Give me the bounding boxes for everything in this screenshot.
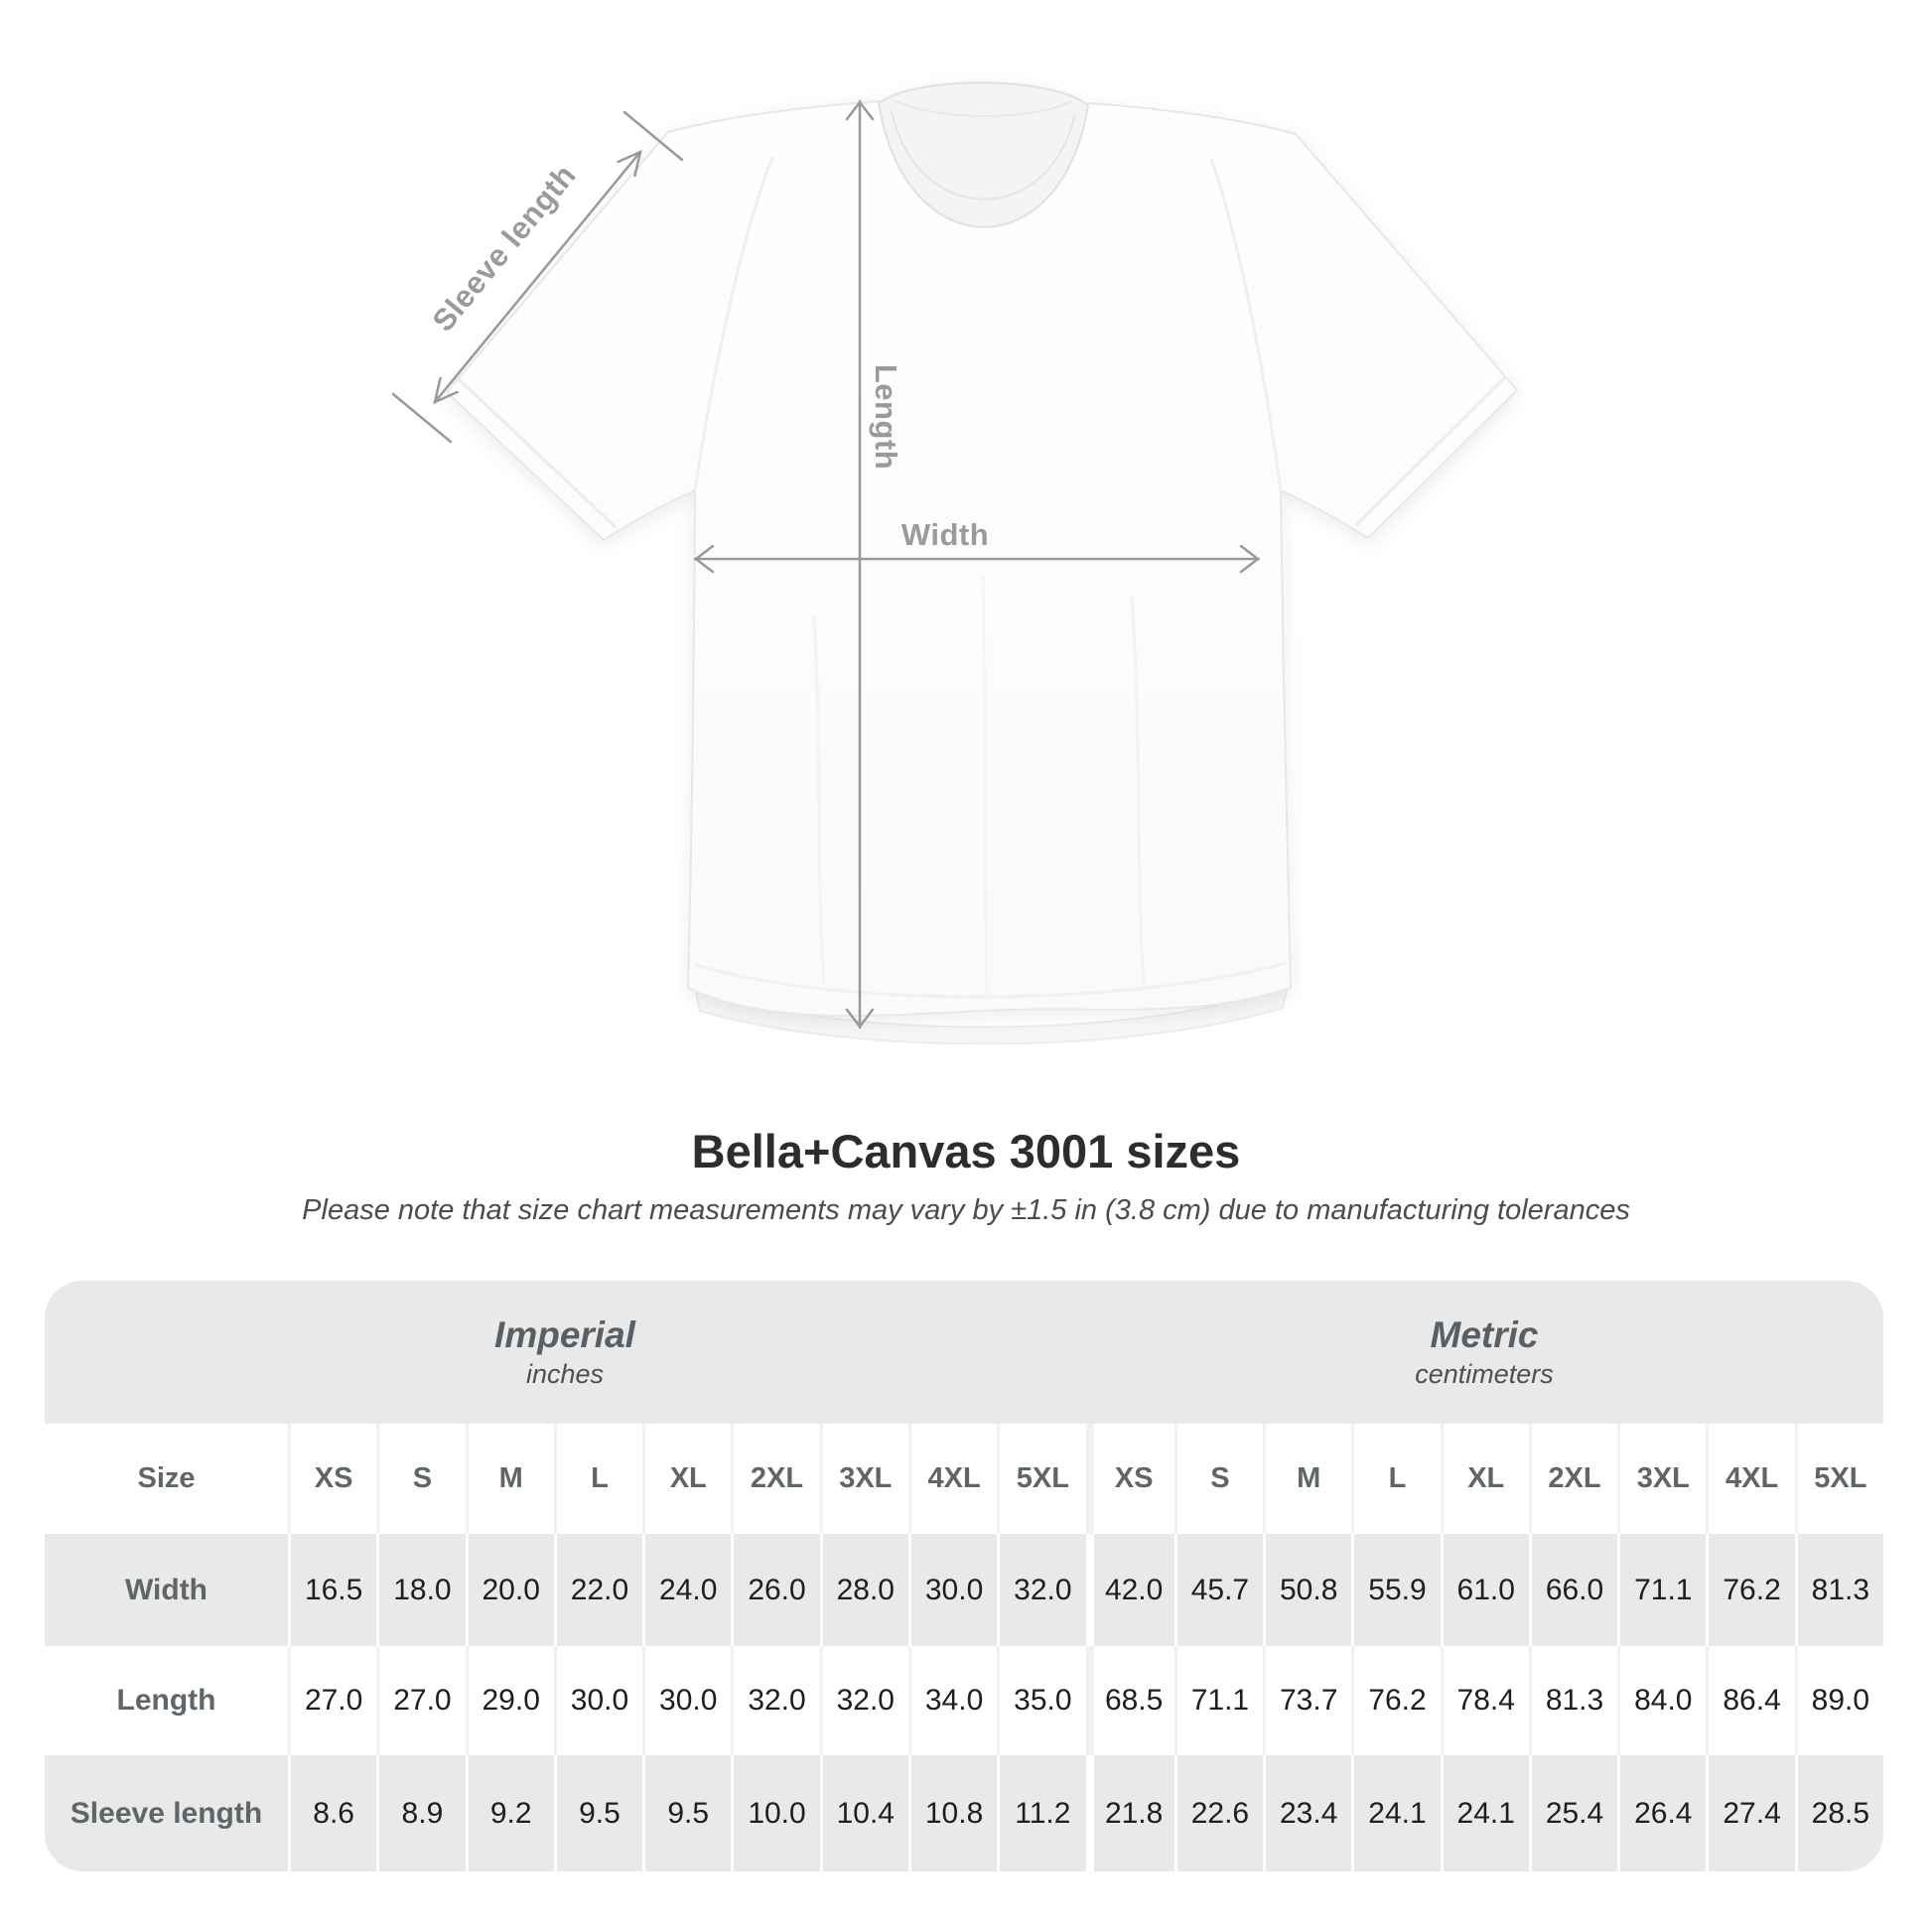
size-header-imperial-l: L [553, 1424, 643, 1534]
sleeve-length-arrow [391, 110, 684, 444]
value-metric: 71.1 [1173, 1646, 1264, 1755]
value-imperial: 29.0 [465, 1646, 554, 1755]
value-metric: 24.1 [1440, 1755, 1529, 1871]
row-label: Length [45, 1646, 288, 1755]
value-imperial: 10.8 [907, 1755, 998, 1871]
value-imperial: 9.5 [642, 1755, 732, 1871]
value-metric: 21.8 [1085, 1755, 1174, 1871]
unit-group-metric: Metric centimeters [1085, 1281, 1883, 1424]
length-label: Length [869, 363, 903, 471]
size-header-imperial-5xl: 5XL [997, 1424, 1086, 1534]
value-metric: 28.5 [1794, 1755, 1883, 1871]
value-metric: 84.0 [1617, 1646, 1707, 1755]
value-metric: 81.3 [1528, 1646, 1618, 1755]
size-header-metric-xs: XS [1085, 1424, 1174, 1534]
size-table: Imperial inches Metric centimeters Size X… [45, 1281, 1883, 1871]
value-metric: 23.4 [1263, 1755, 1352, 1871]
value-imperial: 8.9 [376, 1755, 466, 1871]
value-metric: 24.1 [1351, 1755, 1441, 1871]
row-label: Width [45, 1534, 288, 1646]
width-label: Width [900, 517, 990, 552]
value-imperial: 24.0 [642, 1534, 732, 1646]
length-arrow [845, 99, 875, 1030]
value-metric: 81.3 [1794, 1534, 1883, 1646]
size-header-imperial-2xl: 2XL [731, 1424, 820, 1534]
value-imperial: 27.0 [376, 1646, 466, 1755]
value-metric: 22.6 [1173, 1755, 1264, 1871]
value-imperial: 30.0 [553, 1646, 643, 1755]
value-imperial: 27.0 [288, 1646, 377, 1755]
value-imperial: 35.0 [997, 1646, 1086, 1755]
size-header-imperial-4xl: 4XL [907, 1424, 998, 1534]
value-metric: 68.5 [1085, 1646, 1174, 1755]
size-header-metric-4xl: 4XL [1706, 1424, 1795, 1534]
value-metric: 73.7 [1263, 1646, 1352, 1755]
value-imperial: 30.0 [642, 1646, 732, 1755]
value-imperial: 32.0 [997, 1534, 1086, 1646]
value-metric: 61.0 [1440, 1534, 1529, 1646]
value-metric: 50.8 [1263, 1534, 1352, 1646]
size-header-metric-s: S [1173, 1424, 1264, 1534]
size-header-imperial-3xl: 3XL [819, 1424, 908, 1534]
size-header-metric-l: L [1351, 1424, 1441, 1534]
page-title: Bella+Canvas 3001 sizes [691, 1125, 1241, 1177]
value-imperial: 28.0 [819, 1534, 908, 1646]
size-header-imperial-xs: XS [288, 1424, 377, 1534]
unit-band: Imperial inches Metric centimeters [45, 1281, 1883, 1424]
size-header-imperial-m: M [465, 1424, 554, 1534]
value-imperial: 30.0 [907, 1534, 998, 1646]
unit-name-metric: Metric [1430, 1314, 1539, 1355]
value-metric: 89.0 [1794, 1646, 1883, 1755]
value-imperial: 9.2 [465, 1755, 554, 1871]
value-imperial: 20.0 [465, 1534, 554, 1646]
size-header-imperial-s: S [376, 1424, 466, 1534]
tshirt-back-hem [693, 984, 1290, 1045]
value-metric: 26.4 [1617, 1755, 1707, 1871]
value-metric: 45.7 [1173, 1534, 1264, 1646]
value-imperial: 10.4 [819, 1755, 908, 1871]
size-header-metric-5xl: 5XL [1794, 1424, 1883, 1534]
size-header-metric-m: M [1263, 1424, 1352, 1534]
value-metric: 25.4 [1528, 1755, 1618, 1871]
tshirt-diagram [391, 81, 1518, 1045]
value-imperial: 32.0 [819, 1646, 908, 1755]
unit-sub-imperial: inches [525, 1359, 605, 1389]
size-header-metric-2xl: 2XL [1528, 1424, 1618, 1534]
size-grid: Size XS S M L XL 2XL 3XL 4XL 5XL XS S M L XL 2XL 3XL 4XL 5… [45, 1424, 1883, 1871]
unit-name-imperial: Imperial [494, 1314, 635, 1355]
value-imperial: 8.6 [288, 1755, 377, 1871]
width-arrow [693, 544, 1261, 574]
value-metric: 55.9 [1351, 1534, 1441, 1646]
size-header-metric-xl: XL [1440, 1424, 1529, 1534]
value-imperial: 32.0 [731, 1646, 820, 1755]
value-imperial: 9.5 [553, 1755, 643, 1871]
value-imperial: 34.0 [907, 1646, 998, 1755]
value-metric: 78.4 [1440, 1646, 1529, 1755]
value-metric: 86.4 [1706, 1646, 1795, 1755]
value-metric: 42.0 [1085, 1534, 1174, 1646]
value-metric: 76.2 [1706, 1534, 1795, 1646]
size-header-metric-3xl: 3XL [1617, 1424, 1707, 1534]
value-imperial: 11.2 [997, 1755, 1086, 1871]
size-header-imperial-xl: XL [642, 1424, 732, 1534]
unit-group-imperial: Imperial inches [45, 1281, 1085, 1424]
value-imperial: 10.0 [731, 1755, 820, 1871]
page-subtitle: Please note that size chart measurements… [302, 1194, 1630, 1226]
collar [877, 81, 1090, 228]
value-imperial: 18.0 [376, 1534, 466, 1646]
value-imperial: 22.0 [553, 1534, 643, 1646]
value-metric: 27.4 [1706, 1755, 1795, 1871]
value-metric: 76.2 [1351, 1646, 1441, 1755]
value-imperial: 26.0 [731, 1534, 820, 1646]
row-label: Sleeve length [45, 1755, 288, 1871]
unit-sub-metric: centimeters [1415, 1359, 1554, 1389]
value-imperial: 16.5 [288, 1534, 377, 1646]
size-column-header: Size [45, 1424, 288, 1534]
value-metric: 71.1 [1617, 1534, 1707, 1646]
value-metric: 66.0 [1528, 1534, 1618, 1646]
